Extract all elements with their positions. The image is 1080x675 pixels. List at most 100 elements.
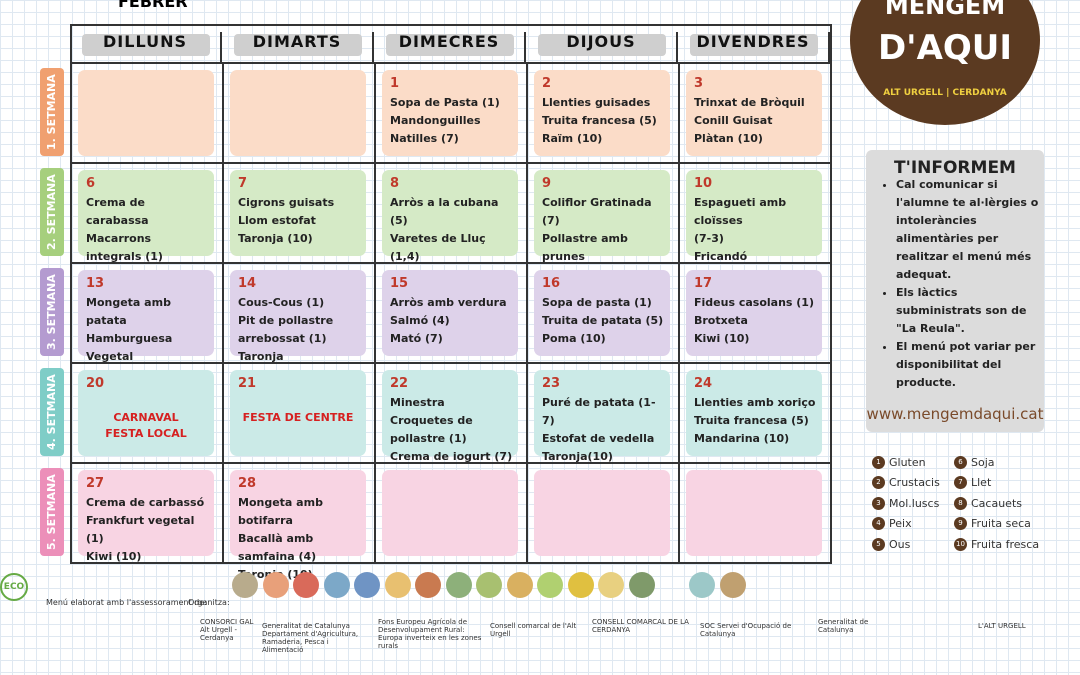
meal-line: Truita francesa (5)	[694, 414, 809, 427]
allergen: 9 Fruita seca	[954, 517, 1031, 530]
day-number: 23	[542, 376, 561, 391]
allergen-number: 2	[872, 476, 885, 489]
header-brush	[82, 34, 210, 56]
day-number: 17	[694, 276, 713, 291]
meal-line: Taronja	[238, 350, 284, 363]
allergen: 3 Mol.luscs	[872, 496, 939, 510]
meal-line: Salmó (4)	[390, 314, 450, 327]
meal-line: Pit de pollastre	[238, 314, 334, 327]
meal-list: Puré de patata (1-7) Estofat de vedella Ta…	[542, 394, 666, 466]
meal-line: Llom estofat	[238, 214, 316, 227]
week-label: 2. SETMANA	[40, 168, 64, 256]
meal-list: Mongeta amb botifarra Bacallà amb samfain…	[238, 494, 362, 584]
sponsor: SOC Servei d'Ocupació de Catalunya	[700, 622, 792, 638]
meal-list: Minestra Croquetes de pollastre (1) Crema …	[390, 394, 514, 466]
advice: Menú elaborat amb l'assessorament de:	[46, 598, 207, 607]
meal-list: Cous-Cous (1) Pit de pollastre arrebossat …	[238, 294, 362, 366]
day-number: 9	[542, 176, 552, 191]
meal-line: Coliflor Gratinada (7)	[542, 196, 652, 227]
header-brush	[538, 34, 666, 56]
cell-background: 16 Sopa de pasta (1) Truita de patata (5) P…	[534, 270, 670, 356]
allergen-number: 9	[954, 517, 967, 530]
day-number: 10	[694, 176, 713, 191]
allergen-name: Fruita fresca	[971, 537, 1040, 551]
meal-line: Estofat de vedella	[542, 432, 655, 445]
day-number: 2	[542, 76, 552, 91]
menu-cell: 15 Arròs amb verdura Salmó (4) Mató (7)	[374, 262, 528, 364]
day-number: 6	[86, 176, 96, 191]
day-number: 8	[390, 176, 400, 191]
meal-line: Fricandó	[694, 250, 748, 263]
day-header: DILLUNS	[70, 32, 222, 62]
cell-background: 2 Llenties guisades Truita francesa (5) Raï…	[534, 70, 670, 156]
day-number: 7	[238, 176, 248, 191]
info-bullet: Els làctics subministrats son de "La Reu…	[896, 284, 1042, 338]
meal-line: Kiwi (10)	[694, 332, 750, 345]
allergen-name: Mol.luscs	[889, 496, 940, 510]
menu-cell: 28 Mongeta amb botifarra Bacallà amb samfa…	[222, 462, 376, 581]
allergen: 4 Peix	[872, 517, 912, 530]
logo-tagline: ALT URGELL | CERDANYA	[883, 88, 1007, 98]
allergen-name: Fruita seca	[971, 517, 1031, 530]
meal-line: Frankfurt vegetal (1)	[86, 514, 195, 545]
meal-line: Crema de carbassó	[86, 496, 205, 509]
meal-line: Hamburguesa Vegetal	[86, 332, 173, 363]
meal-line: Poma (10)	[542, 332, 606, 345]
meal-line: Croquetes de pollastre (1)	[390, 414, 473, 445]
header-brush	[234, 34, 362, 56]
day-number: 1	[390, 76, 400, 91]
info-bullet: El menú pot variar per disponibilitat de…	[896, 338, 1042, 392]
meal-line: Espagueti amb cloïsses	[694, 196, 787, 227]
meal-line: Llenties amb xoriço	[694, 396, 816, 409]
food-icon	[384, 572, 411, 598]
cell-background: 27 Crema de carbassó Frankfurt vegetal (1)…	[78, 470, 214, 563]
food-icon	[628, 572, 655, 598]
meal-line: Sopa de pasta (1)	[542, 296, 652, 309]
cell-background: 23 Puré de patata (1-7) Estofat de vedella…	[534, 370, 670, 463]
meal-line: Arròs a la cubana (5)	[390, 196, 499, 227]
meal-line: Mongeta amb patata	[86, 296, 171, 327]
organizer: Organitza:	[188, 598, 230, 607]
menu-cell: 3 Trinxat de Bròquil Conill Guisat Plàtan (…	[678, 62, 832, 164]
meal-line: Raïm (10)	[542, 132, 603, 145]
header-brush	[386, 34, 514, 56]
food-icon	[598, 572, 624, 598]
meal-line: Plàtan (10)	[694, 132, 763, 145]
food-icon	[445, 572, 472, 598]
allergen: 6 Soja	[954, 455, 995, 469]
food-icon	[537, 572, 563, 598]
cell-background: 1 Sopa de Pasta (1) Mandonguilles Natilles …	[382, 70, 518, 156]
meal-line: Trinxat de Bròquil	[694, 96, 805, 109]
allergen-number: 1	[872, 455, 885, 469]
week-label: 5. SETMANA	[40, 468, 64, 556]
month: FEBRER	[118, 0, 188, 11]
allergen-number: 7	[954, 476, 967, 489]
meal-list: Crema de carbassó Frankfurt vegetal (1) Ki…	[86, 494, 210, 566]
meal-line: Taronja (10)	[238, 232, 313, 245]
meal-line: Llenties guisades	[542, 96, 651, 109]
menu-cell: 6 Crema de carabassa Macarrons integrals (…	[70, 162, 224, 281]
week-label: 4. SETMANA	[40, 368, 64, 456]
meal-line: Truita francesa (5)	[542, 114, 657, 127]
allergen-number: 5	[872, 537, 885, 551]
allergen-number: 3	[872, 496, 885, 510]
meal-line: Brotxeta	[694, 314, 748, 327]
allergen-number: 8	[954, 496, 967, 510]
menu-cell: 23 Puré de patata (1-7) Estofat de vedella…	[526, 362, 680, 464]
cell-background: 6 Crema de carabassa Macarrons integrals (…	[78, 170, 214, 281]
allergen-name: Cacauets	[971, 496, 1022, 510]
menu-cell	[222, 62, 376, 164]
cell-background: 14 Cous-Cous (1) Pit de pollastre arrebossa…	[230, 270, 366, 363]
meal-line: Cous-Cous (1)	[238, 296, 325, 309]
cell-background	[534, 470, 670, 556]
cell-background: 3 Trinxat de Bròquil Conill Guisat Plàtan (…	[686, 70, 822, 156]
menu-cell: 2 Llenties guisades Truita francesa (5) Raï…	[526, 62, 680, 164]
menu-cell: 14 Cous-Cous (1) Pit de pollastre arrebossa…	[222, 262, 376, 364]
note-line: FESTA LOCAL	[105, 427, 187, 440]
food-icon	[293, 572, 319, 598]
menu-cell: 20 CARNAVAL FESTA LOCAL	[70, 362, 224, 464]
day-number: 20	[86, 376, 105, 391]
sponsor: Consell comarcal de l'Alt Urgell	[490, 622, 577, 638]
